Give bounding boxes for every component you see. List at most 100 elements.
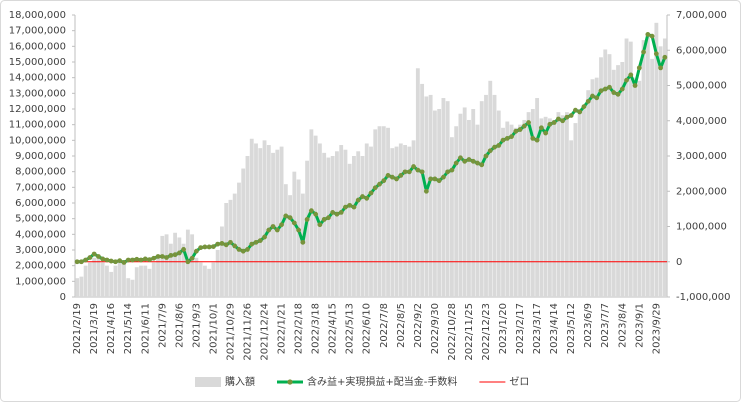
bar (326, 157, 331, 297)
line-marker (500, 137, 506, 143)
line-marker (151, 255, 157, 261)
bar (190, 234, 195, 297)
line-marker (394, 176, 399, 182)
line-marker (232, 243, 238, 249)
line-marker (615, 91, 621, 97)
bar (564, 112, 569, 297)
line-marker (176, 250, 182, 256)
line-marker (125, 257, 131, 263)
x-tick-label: 2022/4/15 (328, 303, 339, 354)
bar (207, 268, 212, 297)
line-marker (87, 255, 93, 260)
line-marker (296, 227, 301, 233)
bar (164, 234, 169, 297)
line-marker (432, 176, 438, 182)
bar (262, 140, 267, 297)
line-marker (172, 252, 178, 258)
bar (241, 168, 246, 297)
bar (79, 276, 84, 297)
bar (530, 109, 535, 297)
line-marker (470, 158, 476, 164)
line-marker (585, 98, 591, 104)
x-tick-label: 2022/5/13 (345, 303, 356, 354)
y-tick-label: 9,000,000 (15, 151, 66, 162)
x-tick-label: 2023/9/29 (651, 303, 662, 354)
line-marker (436, 178, 442, 184)
x-tick-label: 2023/2/17 (515, 303, 526, 354)
line-marker (628, 72, 634, 78)
line-marker (266, 227, 272, 233)
bar (539, 118, 544, 298)
bar (488, 80, 493, 297)
line-marker (487, 148, 493, 154)
line-marker (632, 83, 638, 88)
bar (364, 143, 369, 297)
line-marker (193, 248, 199, 254)
y-tick-label: 14,000,000 (9, 73, 66, 84)
x-tick-label: 2022/1/21 (277, 303, 288, 354)
bar (335, 151, 339, 297)
x-tick-label: 2023/7/7 (600, 303, 611, 348)
line-marker (189, 255, 195, 261)
line-marker (504, 135, 510, 141)
bar (509, 124, 514, 298)
bar (428, 94, 433, 298)
line-marker (662, 54, 668, 60)
line-marker (291, 220, 297, 226)
bar (249, 138, 254, 297)
line-marker (330, 210, 336, 215)
line-marker (530, 135, 536, 141)
y-tick-label: 13,000,000 (9, 88, 66, 99)
line-marker (389, 174, 395, 180)
y-tick-label: 3,000,000 (15, 245, 66, 256)
line-marker (551, 120, 557, 125)
bar (275, 149, 280, 297)
line-marker (398, 172, 404, 178)
bar (134, 267, 139, 297)
x-tick-label: 2021/12/24 (260, 303, 271, 361)
bar (424, 96, 429, 297)
legend-swatch (195, 377, 221, 387)
x-tick-label: 2022/9/2 (413, 303, 424, 348)
x-tick-label: 2023/3/17 (532, 303, 543, 354)
bar (484, 94, 488, 298)
line-marker (526, 120, 531, 125)
line-marker (492, 144, 497, 150)
bar (83, 265, 88, 297)
bar (283, 184, 288, 297)
line-marker (206, 244, 212, 250)
x-tick-label: 2021/4/16 (106, 303, 117, 354)
line-marker (215, 241, 221, 247)
x-tick-label: 2022/8/5 (396, 303, 407, 348)
bar (607, 54, 612, 297)
line-marker (308, 208, 314, 214)
bar (245, 156, 250, 297)
y-tick-label: 1,000,000 (15, 276, 66, 287)
x-tick-label: 2023/9/1 (634, 303, 645, 348)
line-marker (368, 190, 374, 196)
bar (620, 62, 625, 297)
line-marker (458, 155, 463, 161)
bar (552, 119, 557, 297)
line-marker (415, 167, 421, 173)
bar (628, 41, 633, 298)
bar (577, 109, 582, 297)
line-marker (253, 239, 259, 245)
y-tick-label: 11,000,000 (9, 120, 66, 131)
line-marker (479, 162, 485, 168)
legend-label: 含み益+実現損益+配当金-手数料 (307, 375, 457, 388)
line-marker (185, 259, 191, 265)
line-marker (228, 239, 233, 245)
bar (437, 109, 442, 297)
bar (237, 182, 241, 297)
bar (586, 90, 591, 297)
line-marker (121, 260, 127, 265)
bar (535, 98, 540, 298)
bar (177, 237, 182, 297)
line-marker (555, 116, 561, 122)
bar (258, 148, 263, 297)
line-marker (543, 130, 549, 136)
line-marker (607, 84, 612, 90)
y2-tick-label: 0 (676, 257, 682, 268)
bar (300, 193, 305, 297)
